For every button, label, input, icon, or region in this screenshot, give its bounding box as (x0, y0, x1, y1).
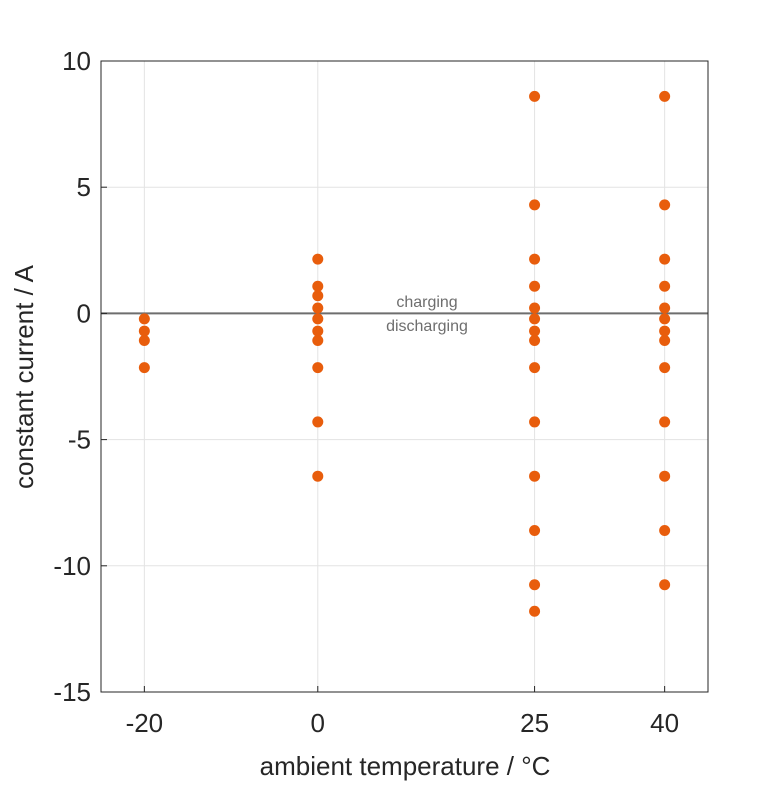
y-tick-label: -15 (53, 677, 91, 707)
data-point (529, 313, 541, 325)
data-point (529, 470, 541, 482)
x-tick-label: 25 (520, 708, 549, 738)
data-point (312, 325, 324, 337)
annotation-charging: charging (396, 294, 457, 311)
y-axis-label: constant current / A (9, 264, 39, 489)
plot-frame (100, 60, 709, 693)
data-point (659, 579, 671, 591)
data-point (529, 280, 541, 292)
data-point (659, 325, 671, 337)
data-point (659, 90, 671, 102)
y-tick-label: -5 (68, 425, 91, 455)
y-tick-label: 0 (77, 298, 91, 328)
y-tick-label: -10 (53, 551, 91, 581)
data-point (659, 313, 671, 325)
y-tick-label: 5 (77, 172, 91, 202)
points (138, 90, 671, 617)
annotation-discharging: discharging (386, 318, 468, 335)
data-point (312, 470, 324, 482)
data-point (312, 302, 324, 314)
data-point (529, 335, 541, 347)
data-point (659, 253, 671, 265)
x-tick-label: 40 (650, 708, 679, 738)
data-point (312, 362, 324, 374)
data-point (659, 335, 671, 347)
data-point (138, 362, 150, 374)
data-point (659, 416, 671, 428)
data-point (529, 416, 541, 428)
data-point (529, 199, 541, 211)
x-tick-label: -20 (126, 708, 164, 738)
data-point (659, 280, 671, 292)
data-point (529, 302, 541, 314)
data-point (312, 280, 324, 292)
y-tick-label: 10 (62, 46, 91, 76)
data-point (312, 335, 324, 347)
data-point (529, 524, 541, 536)
x-axis-label: ambient temperature / °C (260, 751, 551, 781)
data-point (138, 325, 150, 337)
x-tick-label: 0 (311, 708, 325, 738)
tick-labels: -20 0 25 40 10 5 0 -5 -10 -15 (53, 46, 679, 738)
data-point (312, 253, 324, 265)
data-point (529, 605, 541, 617)
grid (101, 60, 708, 693)
data-point (659, 362, 671, 374)
data-point (138, 335, 150, 347)
data-point (138, 313, 150, 325)
data-point (659, 470, 671, 482)
data-point (529, 325, 541, 337)
data-point (659, 524, 671, 536)
data-point (529, 90, 541, 102)
data-point (659, 199, 671, 211)
data-point (312, 313, 324, 325)
data-point (312, 290, 324, 302)
data-point (659, 302, 671, 314)
data-point (529, 362, 541, 374)
data-point (529, 579, 541, 591)
data-point (529, 253, 541, 265)
data-point (312, 416, 324, 428)
